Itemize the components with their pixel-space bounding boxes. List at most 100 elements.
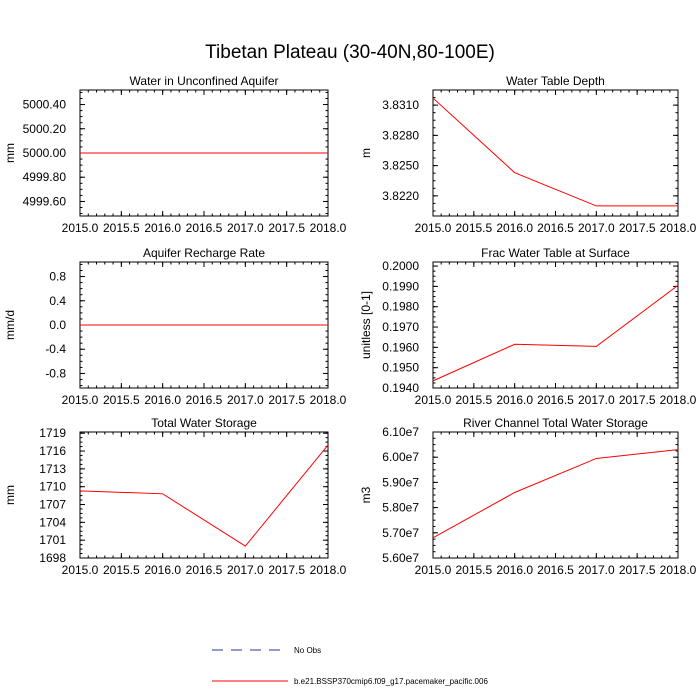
series-line-0 <box>79 444 329 547</box>
x-tick-label: 2016.5 <box>537 221 574 235</box>
x-tick-label: 2015.0 <box>62 393 99 407</box>
panel-title: Aquifer Recharge Rate <box>143 246 265 260</box>
x-tick-label: 2016.0 <box>496 563 533 577</box>
panel-frac-water-table-at-surface: Frac Water Table at Surface 2015.0 2015.5 2… <box>359 246 697 407</box>
legend-label-no-obs: No Obs <box>294 646 321 655</box>
y-tick-label: 6.10e7 <box>382 425 419 439</box>
x-tick-label: 2015.5 <box>103 563 140 577</box>
y-tick-label: 1698 <box>39 551 66 565</box>
x-tick-label: 2016.0 <box>144 393 181 407</box>
panel-title: River Channel Total Water Storage <box>463 416 648 430</box>
x-tick-label: 2017.0 <box>227 221 264 235</box>
x-tick-label: 2017.0 <box>578 563 615 577</box>
x-tick-label: 2018.0 <box>310 563 347 577</box>
y-tick-label: 3.8220 <box>382 189 419 203</box>
y-tick-label: 5000.40 <box>23 98 67 112</box>
y-tick-label: 5.80e7 <box>382 501 419 515</box>
y-tick-label: 0.1950 <box>382 361 419 375</box>
y-tick-label: 1719 <box>39 426 66 440</box>
panel-water-in-unconfined-aquifer: Water in Unconfined Aquifer 2015.0 2015.5 2… <box>3 74 347 235</box>
y-tick-label: 4999.80 <box>23 170 67 184</box>
y-tick-label: 1707 <box>39 498 66 512</box>
panel-water-table-depth: Water Table Depth 2015.0 2015.5 2016.0 2016.… <box>359 74 697 235</box>
x-tick-label: 2017.5 <box>619 563 656 577</box>
y-tick-label: 0.1960 <box>382 340 419 354</box>
legend: No Obs b.e21.BSSP370cmip6.f09_g17.pacema… <box>212 646 488 686</box>
plot-frame <box>432 431 679 559</box>
x-tick-label: 2018.0 <box>660 563 697 577</box>
y-axis-label: mm <box>3 485 17 505</box>
x-tick-label: 2016.0 <box>144 221 181 235</box>
plot-frame <box>79 431 329 559</box>
figure-title: Tibetan Plateau (30-40N,80-100E) <box>205 42 495 63</box>
y-tick-label: 1713 <box>39 462 66 476</box>
series-line-0 <box>432 449 679 539</box>
x-tick-label: 2017.5 <box>619 393 656 407</box>
y-axis-label: mm/d <box>3 310 17 340</box>
x-tick-label: 2016.5 <box>537 563 574 577</box>
y-axis-label: mm <box>3 143 17 163</box>
x-tick-label: 2016.0 <box>496 393 533 407</box>
y-tick-label: 4999.60 <box>23 194 67 208</box>
x-tick-label: 2018.0 <box>660 221 697 235</box>
plot-frame <box>432 261 679 389</box>
panel-title: Water in Unconfined Aquifer <box>130 74 279 88</box>
y-tick-label: 5.70e7 <box>382 526 419 540</box>
y-tick-label: 0.4 <box>49 294 66 308</box>
x-tick-label: 2016.5 <box>186 563 223 577</box>
plot-frame <box>432 89 679 217</box>
y-tick-label: 6.00e7 <box>382 450 419 464</box>
y-tick-label: 3.8310 <box>382 98 419 112</box>
x-tick-label: 2017.5 <box>268 563 305 577</box>
x-tick-label: 2016.5 <box>537 393 574 407</box>
y-tick-label: 0.1980 <box>382 300 419 314</box>
x-tick-label: 2015.0 <box>415 221 452 235</box>
y-tick-label: 3.8250 <box>382 159 419 173</box>
x-tick-label: 2017.0 <box>578 393 615 407</box>
x-tick-label: 2017.5 <box>619 221 656 235</box>
y-axis-label: m <box>359 148 373 158</box>
y-tick-label: -0.8 <box>45 366 66 380</box>
panel-title: Total Water Storage <box>151 416 257 430</box>
y-tick-label: 1701 <box>39 533 66 547</box>
y-tick-label: 0.2000 <box>382 259 419 273</box>
x-tick-label: 2017.0 <box>227 563 264 577</box>
x-tick-label: 2015.0 <box>62 221 99 235</box>
panel-river-channel-total-water-storage: River Channel Total Water Storage 2015.0 2… <box>359 416 697 577</box>
x-tick-label: 2015.5 <box>455 393 492 407</box>
x-tick-label: 2015.5 <box>103 221 140 235</box>
x-tick-label: 2017.5 <box>268 393 305 407</box>
series-line-0 <box>432 284 679 382</box>
panel-title: Water Table Depth <box>506 74 605 88</box>
y-tick-label: -0.4 <box>45 342 66 356</box>
x-tick-label: 2017.0 <box>578 221 615 235</box>
series-line-0 <box>432 97 678 207</box>
x-tick-label: 2016.5 <box>186 221 223 235</box>
x-tick-label: 2018.0 <box>310 221 347 235</box>
y-axis-label: unitless [0-1] <box>359 291 373 359</box>
y-tick-label: 5.90e7 <box>382 475 419 489</box>
y-tick-label: 0.0 <box>49 318 66 332</box>
x-tick-label: 2015.0 <box>415 393 452 407</box>
x-tick-label: 2016.0 <box>496 221 533 235</box>
y-tick-label: 0.1940 <box>382 381 419 395</box>
y-tick-label: 1704 <box>39 515 66 529</box>
x-tick-label: 2015.0 <box>62 563 99 577</box>
x-tick-label: 2015.5 <box>455 221 492 235</box>
legend-label-model-run: b.e21.BSSP370cmip6.f09_g17.pacemaker_pac… <box>294 677 488 686</box>
x-tick-label: 2018.0 <box>310 393 347 407</box>
y-tick-label: 5000.20 <box>23 122 67 136</box>
x-tick-label: 2016.0 <box>144 563 181 577</box>
x-tick-label: 2017.0 <box>227 393 264 407</box>
y-tick-label: 0.1970 <box>382 320 419 334</box>
y-tick-label: 5.60e7 <box>382 551 419 565</box>
panel-total-water-storage: Total Water Storage 2015.0 2015.5 2016.0 201… <box>3 416 347 577</box>
x-tick-label: 2015.5 <box>103 393 140 407</box>
x-tick-label: 2015.0 <box>415 563 452 577</box>
x-tick-label: 2016.5 <box>186 393 223 407</box>
y-tick-label: 1716 <box>39 444 66 458</box>
y-tick-label: 0.1990 <box>382 279 419 293</box>
y-tick-label: 0.8 <box>49 270 66 284</box>
x-tick-label: 2018.0 <box>660 393 697 407</box>
